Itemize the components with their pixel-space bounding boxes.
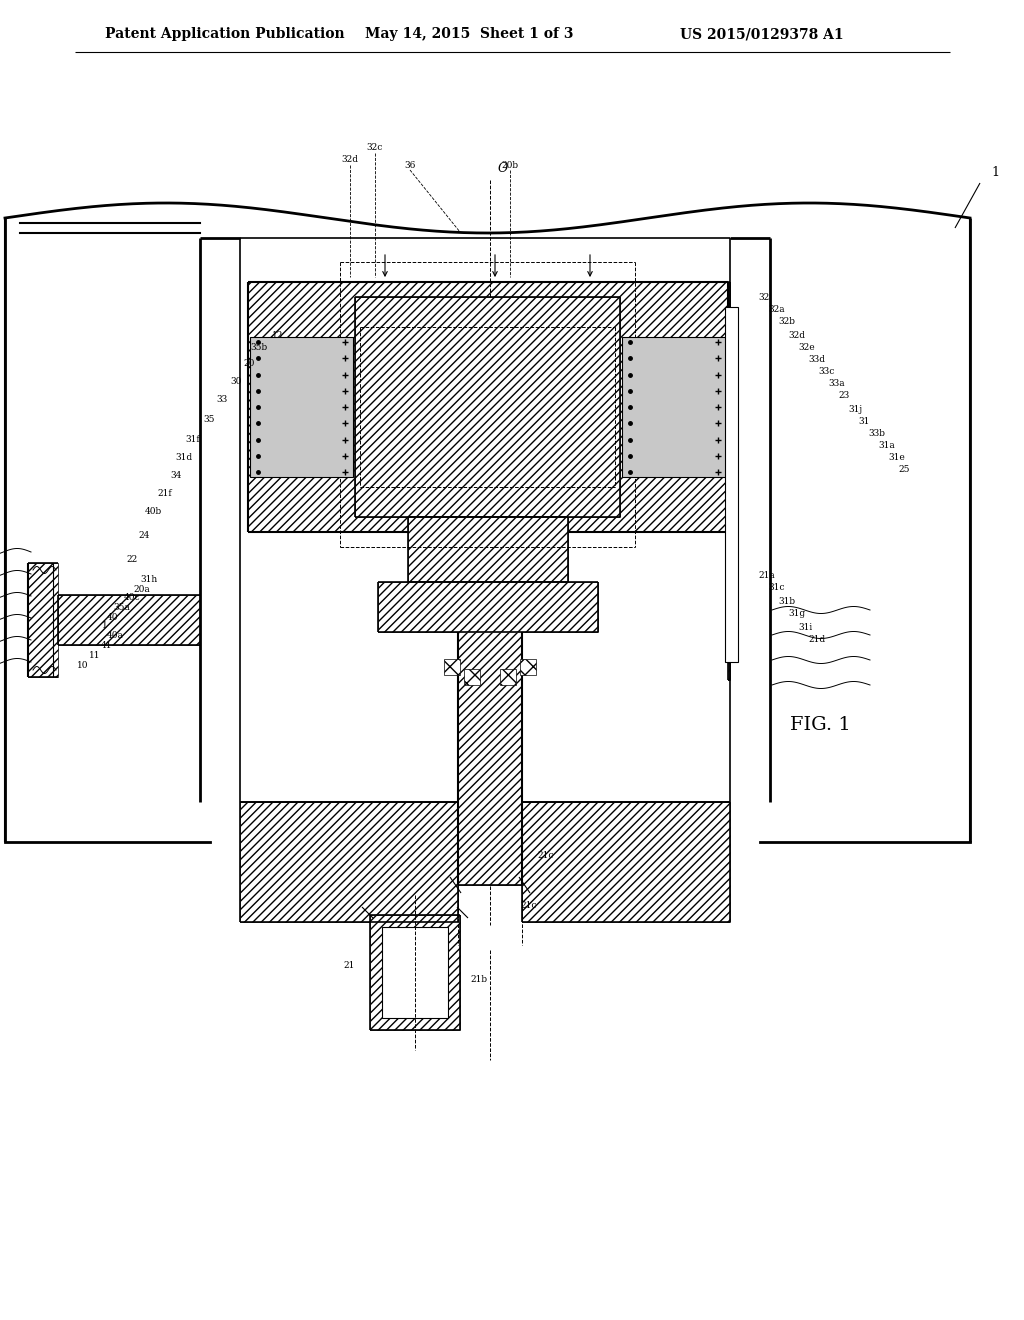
Text: 30: 30 xyxy=(230,378,242,387)
Bar xyxy=(58,595,200,645)
Text: 33b: 33b xyxy=(868,429,885,437)
Text: O: O xyxy=(498,161,508,174)
Text: 40a: 40a xyxy=(108,631,124,639)
Text: 32a: 32a xyxy=(768,305,784,314)
Bar xyxy=(248,282,728,532)
Text: 31h: 31h xyxy=(140,574,158,583)
Text: 22: 22 xyxy=(127,556,138,565)
Text: 21a: 21a xyxy=(758,570,775,579)
Text: 40: 40 xyxy=(106,612,118,622)
Text: 32b: 32b xyxy=(778,318,795,326)
Text: 33c: 33c xyxy=(818,367,835,376)
Text: 41: 41 xyxy=(100,640,112,649)
Text: US 2015/0129378 A1: US 2015/0129378 A1 xyxy=(680,26,844,41)
Bar xyxy=(520,659,536,675)
Text: 31d: 31d xyxy=(175,454,193,462)
Text: 21: 21 xyxy=(344,961,355,969)
Text: 33: 33 xyxy=(217,396,228,404)
Bar xyxy=(5,218,200,842)
Bar xyxy=(728,282,730,680)
Text: 35: 35 xyxy=(204,416,215,425)
Text: 33a: 33a xyxy=(828,380,845,388)
Text: 31: 31 xyxy=(858,417,869,425)
Bar xyxy=(200,238,240,803)
Text: 21f: 21f xyxy=(158,490,172,499)
Bar xyxy=(370,915,460,1030)
Bar xyxy=(28,564,58,677)
Bar xyxy=(725,308,738,663)
Text: 31c: 31c xyxy=(768,583,784,593)
Bar xyxy=(622,337,726,477)
Text: 31b: 31b xyxy=(778,597,795,606)
Bar xyxy=(730,238,770,803)
Text: 35a: 35a xyxy=(113,603,130,612)
Text: May 14, 2015  Sheet 1 of 3: May 14, 2015 Sheet 1 of 3 xyxy=(365,26,573,41)
Bar xyxy=(378,582,598,632)
Bar xyxy=(382,927,449,1018)
Bar xyxy=(500,669,516,685)
Bar xyxy=(444,659,460,675)
Text: 1: 1 xyxy=(102,620,108,630)
Text: 20b: 20b xyxy=(502,161,518,169)
Bar xyxy=(770,218,970,842)
Text: 31a: 31a xyxy=(878,441,895,450)
Text: 21c: 21c xyxy=(537,850,554,859)
Text: 36: 36 xyxy=(404,161,416,169)
Bar xyxy=(458,632,522,884)
Text: 1: 1 xyxy=(991,166,999,180)
Text: 20a: 20a xyxy=(133,585,150,594)
Text: 35b: 35b xyxy=(251,343,268,352)
Text: 21d: 21d xyxy=(808,635,825,644)
Text: 11: 11 xyxy=(88,651,100,660)
Text: 20: 20 xyxy=(244,359,255,368)
Text: 40b: 40b xyxy=(144,507,162,516)
Text: 31e: 31e xyxy=(888,454,905,462)
Bar xyxy=(240,803,458,921)
Text: 32d: 32d xyxy=(788,331,805,341)
Bar xyxy=(355,297,620,517)
Text: 23: 23 xyxy=(838,392,849,400)
Bar xyxy=(522,803,730,921)
Text: Patent Application Publication: Patent Application Publication xyxy=(105,26,345,41)
Text: 31g: 31g xyxy=(788,610,805,619)
Text: 24: 24 xyxy=(138,531,150,540)
Text: 32c: 32c xyxy=(367,144,383,153)
Text: 25: 25 xyxy=(898,466,909,474)
Text: 21c: 21c xyxy=(520,900,537,909)
Text: 31j: 31j xyxy=(848,404,862,413)
Text: 32d: 32d xyxy=(341,156,358,165)
Bar xyxy=(408,517,568,582)
Text: 21b: 21b xyxy=(470,975,487,985)
Text: 31i: 31i xyxy=(798,623,812,631)
Text: 31f: 31f xyxy=(185,436,200,445)
Text: 33d: 33d xyxy=(808,355,825,364)
Text: 34: 34 xyxy=(171,471,182,480)
Text: FIG. 1: FIG. 1 xyxy=(790,715,851,734)
Text: 32e: 32e xyxy=(798,343,815,352)
Text: 32: 32 xyxy=(758,293,769,302)
Bar xyxy=(250,337,353,477)
Text: 10: 10 xyxy=(77,660,88,669)
Text: 40c: 40c xyxy=(123,594,140,602)
Text: 12: 12 xyxy=(271,330,283,339)
Bar xyxy=(464,669,480,685)
